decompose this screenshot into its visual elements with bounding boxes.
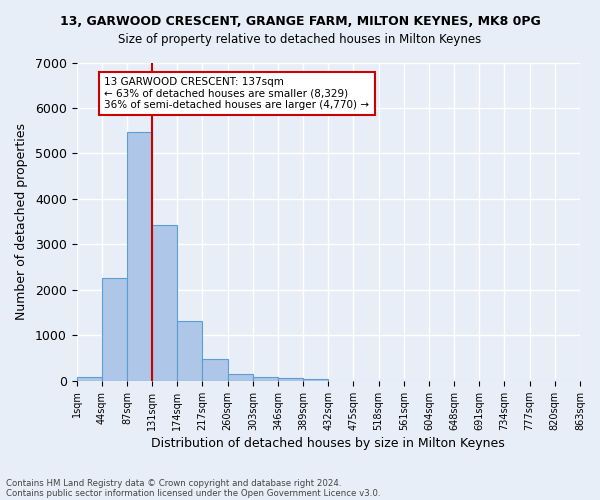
Y-axis label: Number of detached properties: Number of detached properties <box>15 123 28 320</box>
Text: 13, GARWOOD CRESCENT, GRANGE FARM, MILTON KEYNES, MK8 0PG: 13, GARWOOD CRESCENT, GRANGE FARM, MILTO… <box>59 15 541 28</box>
Text: Contains public sector information licensed under the Open Government Licence v3: Contains public sector information licen… <box>6 488 380 498</box>
Bar <box>102 278 127 381</box>
Bar <box>253 376 278 381</box>
Text: Size of property relative to detached houses in Milton Keynes: Size of property relative to detached ho… <box>118 32 482 46</box>
Bar <box>178 322 202 381</box>
Bar <box>77 378 102 381</box>
Bar <box>127 132 152 381</box>
Bar <box>278 378 303 381</box>
Bar <box>152 225 178 381</box>
Bar <box>202 360 227 381</box>
Text: Contains HM Land Registry data © Crown copyright and database right 2024.: Contains HM Land Registry data © Crown c… <box>6 478 341 488</box>
Bar <box>303 380 328 381</box>
Bar <box>227 374 253 381</box>
Text: 13 GARWOOD CRESCENT: 137sqm
← 63% of detached houses are smaller (8,329)
36% of : 13 GARWOOD CRESCENT: 137sqm ← 63% of det… <box>104 77 370 110</box>
X-axis label: Distribution of detached houses by size in Milton Keynes: Distribution of detached houses by size … <box>151 437 505 450</box>
